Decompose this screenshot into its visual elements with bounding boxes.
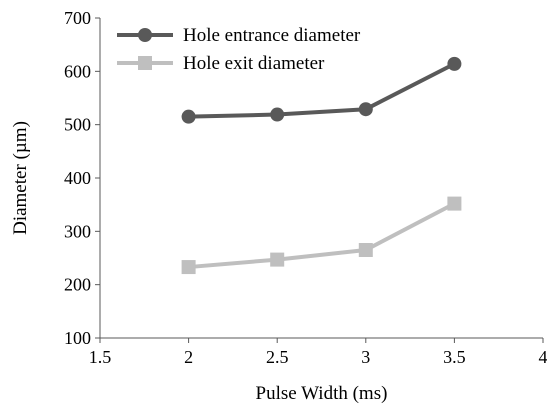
legend: Hole entrance diameter Hole exit diameter [117,25,361,74]
y-axis-title: Diameter (µm) [10,121,31,235]
y-tick-label: 300 [64,221,91,241]
series-2 [182,197,462,274]
legend-item: Hole entrance diameter [117,25,361,46]
data-point [447,57,461,71]
legend-marker [138,28,152,42]
legend-label: Hole exit diameter [183,53,325,74]
y-tick-label: 500 [64,115,91,135]
series-line [189,204,455,267]
legend-item: Hole exit diameter [117,53,325,74]
y-tick-label: 400 [64,168,91,188]
legend-marker [138,56,152,70]
y-tick-label: 600 [64,61,91,81]
data-point [270,253,284,267]
y-tick-label: 200 [64,275,91,295]
x-tick-label: 3 [361,347,370,367]
x-tick-label: 2 [184,347,193,367]
x-tick-label: 3.5 [443,347,466,367]
y-tick-label: 700 [64,8,91,28]
x-axis-title: Pulse Width (ms) [256,383,388,404]
legend-label: Hole entrance diameter [183,25,361,46]
data-point [182,110,196,124]
data-point [447,197,461,211]
series-lines [182,57,462,274]
y-tick-label: 100 [64,328,91,348]
data-point [359,102,373,116]
x-tick-label: 4 [539,347,547,367]
data-point [359,243,373,257]
x-tick-label: 2.5 [266,347,289,367]
x-tick-label: 1.5 [89,347,112,367]
data-point [182,260,196,274]
data-point [270,108,284,122]
